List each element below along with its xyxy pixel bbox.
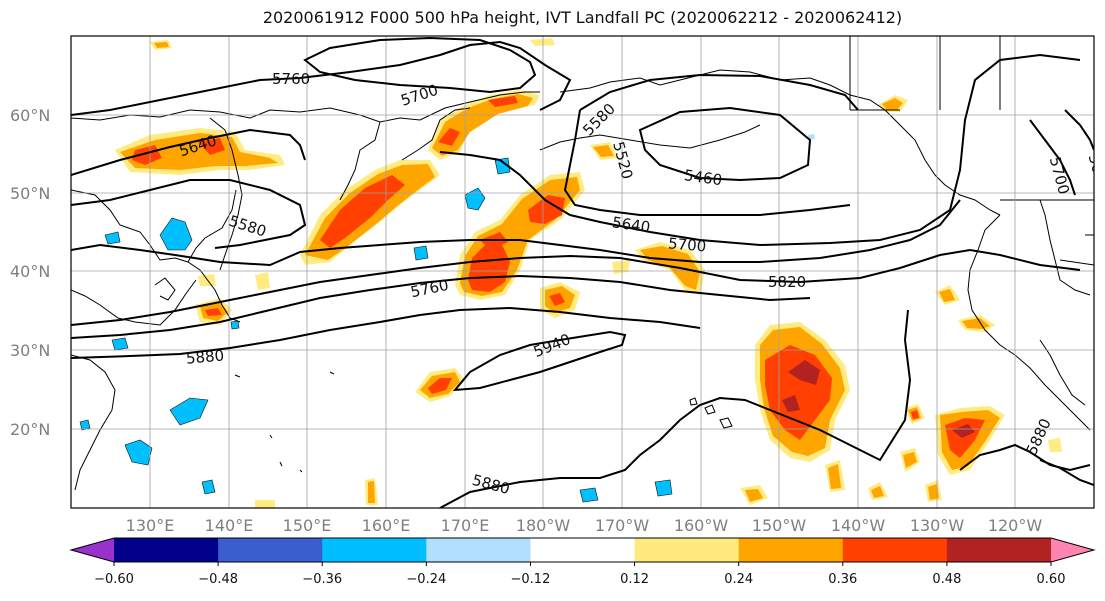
lat-label-50n: 50°N: [10, 184, 50, 203]
lon-label: 160°E: [362, 516, 411, 535]
colorbar-extend-low: [71, 538, 114, 562]
colorbar-segment: [426, 538, 531, 562]
lat-label-30n: 30°N: [10, 341, 50, 360]
lon-label: 120°W: [988, 516, 1043, 535]
colorbar-segment: [634, 538, 740, 562]
colorbar-segment: [946, 538, 1052, 562]
colorbar-tick-label: −0.48: [198, 572, 238, 587]
lon-label: 150°E: [283, 516, 332, 535]
contour-label: 5700: [667, 234, 707, 255]
contour-label: 5640: [1085, 152, 1105, 194]
colorbar-tick-label: −0.36: [302, 572, 342, 587]
lon-label: 180°W: [516, 516, 571, 535]
contour-label: 5880: [185, 346, 225, 367]
contour-label: 5820: [768, 273, 806, 291]
height-contours: [71, 36, 1094, 508]
colorbar-segment: [738, 538, 844, 562]
lon-label: 130°E: [126, 516, 175, 535]
lon-label: 150°W: [752, 516, 807, 535]
colorbar-segment: [530, 538, 636, 562]
colorbar-tick-label: 0.24: [724, 572, 753, 587]
lon-label: 130°W: [910, 516, 965, 535]
contour-label: 5760: [272, 70, 310, 88]
latitude-labels: 60°N 50°N 40°N 30°N 20°N: [10, 106, 50, 439]
colorbar-tick-label: 0.48: [932, 572, 961, 587]
colorbar-tick-label: −0.24: [406, 572, 446, 587]
lat-label-40n: 40°N: [10, 262, 50, 281]
lat-label-60n: 60°N: [10, 106, 50, 125]
colorbar: −0.60 −0.48 −0.36 −0.24 −0.12 0.12 0.24 0.36 0.4…: [69, 537, 1096, 587]
lon-label: 140°W: [831, 516, 886, 535]
map-frame: [70, 35, 1095, 509]
colorbar-segment: [218, 538, 323, 562]
map-title: 2020061912 F000 500 hPa height, IVT Land…: [262, 8, 903, 27]
colorbar-tick-label: 0.12: [620, 572, 649, 587]
lon-label: 170°W: [595, 516, 650, 535]
lat-label-20n: 20°N: [10, 420, 50, 439]
lon-label: 140°E: [205, 516, 254, 535]
colorbar-segment: [842, 538, 948, 562]
lon-label: 160°W: [674, 516, 729, 535]
colorbar-tick-label: −0.12: [511, 572, 551, 587]
gridlines: [71, 36, 1094, 508]
colorbar-tick-label: −0.60: [94, 572, 134, 587]
colorbar-segment: [114, 538, 219, 562]
colorbar-segment: [322, 538, 427, 562]
longitude-labels: 130°E 140°E 150°E 160°E 170°E 180°W 170°…: [126, 516, 1043, 535]
contour-label: 5460: [683, 166, 723, 189]
colorbar-tick-label: 0.36: [828, 572, 857, 587]
colorbar-tick-label: 0.60: [1037, 572, 1066, 587]
contour-label: 5640: [611, 213, 651, 236]
lon-label: 170°E: [441, 516, 490, 535]
colorbar-extend-high: [1051, 538, 1094, 562]
